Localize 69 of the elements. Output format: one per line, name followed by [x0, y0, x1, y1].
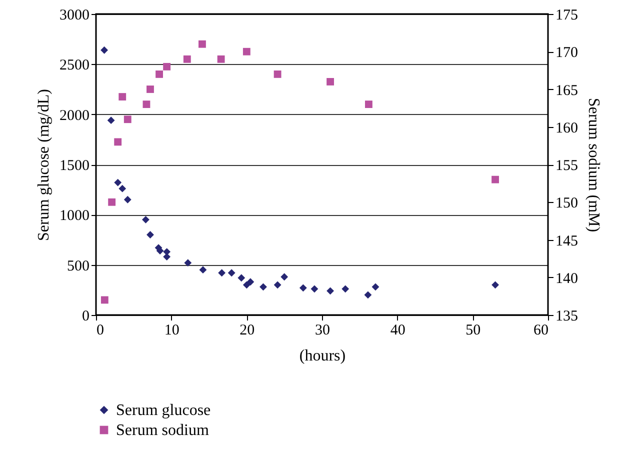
point	[114, 178, 122, 186]
y-axis-title: Serum glucose (mg/dL)	[36, 89, 52, 241]
x-axis-title: (hours)	[299, 348, 346, 364]
y2-tick-label: 145	[556, 233, 578, 250]
point	[274, 281, 282, 289]
y-tick-label: 0	[82, 308, 90, 324]
y-tick-label: 1000	[60, 208, 90, 224]
point	[163, 253, 171, 261]
x-tick-label: 40	[390, 322, 406, 338]
x-tick-label: 0	[96, 322, 104, 338]
y2-tick-label: 175	[556, 8, 578, 24]
point	[114, 138, 122, 146]
point	[217, 55, 225, 63]
point	[100, 46, 108, 54]
point	[246, 278, 254, 286]
point	[218, 269, 226, 277]
y2-axis-title: Serum sodium (mM)	[585, 98, 602, 232]
point	[146, 86, 154, 93]
point	[372, 283, 380, 291]
point	[326, 287, 334, 295]
point	[228, 269, 236, 277]
point	[146, 231, 154, 238]
point	[184, 259, 192, 267]
y2-tick-label: 170	[556, 45, 578, 62]
y2-tick-label: 160	[556, 120, 578, 136]
point	[100, 296, 108, 304]
point	[183, 55, 191, 63]
y-tick-label: 2000	[60, 108, 90, 124]
y-tick-label: 500	[67, 258, 90, 274]
point	[299, 284, 307, 292]
x-tick-label: 30	[315, 322, 330, 338]
point	[492, 281, 499, 289]
point	[365, 100, 372, 108]
point	[274, 70, 282, 78]
point	[107, 116, 115, 124]
point	[108, 198, 116, 206]
point	[142, 216, 150, 224]
legend-label: Serum glucose	[116, 402, 211, 419]
point	[260, 283, 267, 291]
y-tick-label: 3000	[60, 8, 90, 24]
point	[163, 62, 171, 70]
point	[364, 291, 372, 299]
point	[326, 78, 334, 86]
point	[124, 116, 132, 124]
x-tick-label: 60	[534, 322, 548, 338]
x-tick-label: 20	[240, 322, 255, 338]
y2-tick-label: 150	[556, 196, 578, 212]
y2-tick-label: 165	[556, 82, 578, 99]
point	[342, 285, 350, 293]
x-tick-label: 10	[164, 322, 180, 338]
y2-tick-label: 155	[556, 158, 578, 174]
point	[199, 266, 207, 274]
point	[492, 176, 499, 184]
point	[238, 274, 246, 282]
y-tick-label: 1500	[60, 158, 90, 174]
point	[118, 184, 126, 192]
point	[310, 285, 318, 293]
point	[142, 100, 150, 108]
point	[280, 273, 288, 281]
point	[156, 70, 163, 78]
x-tick-label: 50	[466, 322, 481, 338]
point	[242, 48, 250, 56]
point	[198, 40, 206, 48]
legend-label: Serum sodium	[116, 422, 210, 439]
y2-tick-label: 140	[556, 270, 578, 287]
point	[118, 93, 126, 100]
point	[124, 196, 132, 204]
y-tick-label: 2500	[60, 58, 90, 74]
y2-tick-label: 135	[556, 308, 578, 324]
